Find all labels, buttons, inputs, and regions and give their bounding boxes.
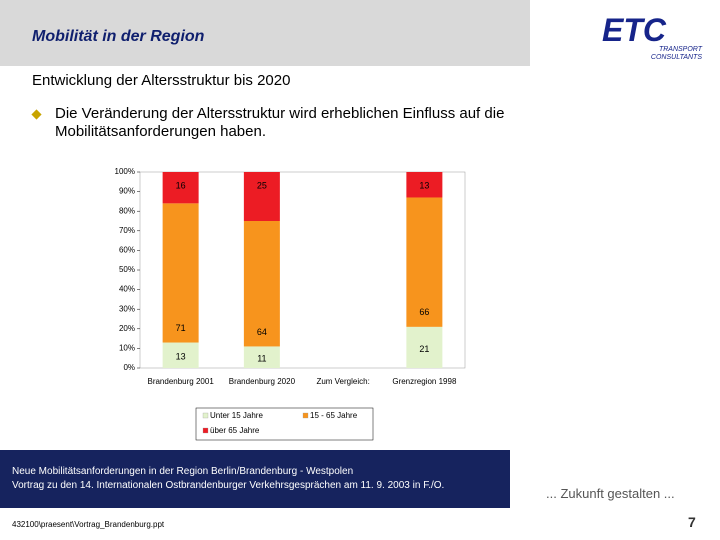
y-tick-label: 10% [119, 344, 135, 353]
legend-label: Unter 15 Jahre [210, 411, 263, 420]
logo-line: CONSULTANTS [650, 54, 702, 61]
data-label: 25 [257, 180, 267, 190]
legend-box [195, 407, 374, 441]
legend-label: 15 - 65 Jahre [310, 411, 358, 420]
logo-name: ETC [602, 12, 666, 48]
y-tick-label: 60% [119, 246, 135, 255]
data-label: 21 [419, 344, 429, 354]
bar-segment [406, 172, 443, 198]
x-tick-label: Brandenburg 2001 [147, 377, 214, 386]
bar-segment [243, 172, 280, 221]
logo: ETC TRANSPORT CONSULTANTS [602, 12, 702, 61]
legend-label: über 65 Jahre [210, 426, 260, 435]
data-label: 13 [419, 180, 429, 190]
legend-swatch [302, 412, 309, 419]
data-label: 71 [176, 323, 186, 333]
data-label: 11 [257, 354, 266, 364]
bar-segment [243, 221, 280, 347]
bar-segment [162, 342, 199, 368]
x-tick-label: Grenzregion 1998 [392, 377, 457, 386]
y-tick-label: 40% [119, 285, 135, 294]
x-tick-label: Brandenburg 2020 [228, 377, 296, 386]
footer-file: 432100\praesent\Vortrag_Brandenburg.ppt [12, 520, 165, 529]
bar-segment [162, 172, 199, 204]
y-tick-label: 90% [119, 187, 135, 196]
footer-line: Neue Mobilitätsanforderungen in der Regi… [12, 466, 354, 477]
bar-segment [406, 326, 443, 368]
bar-segment [243, 346, 280, 368]
legend-swatch [202, 427, 209, 434]
subtitle: Entwicklung der Altersstruktur bis 2020 [32, 72, 291, 89]
data-label: 13 [176, 352, 186, 362]
header-bar [0, 0, 530, 66]
data-label: 66 [419, 307, 429, 317]
y-tick-label: 50% [119, 265, 135, 274]
footer-line: Vortrag zu den 14. Internationalen Ostbr… [12, 480, 445, 491]
bullet-text: Die Veränderung der Altersstruktur wird … [55, 105, 505, 140]
y-tick-label: 100% [115, 167, 135, 176]
legend-swatch [202, 412, 209, 419]
data-label: 16 [176, 180, 186, 190]
bar-segment [406, 197, 443, 327]
y-tick-label: 30% [119, 304, 135, 313]
footer-motto: ... Zukunft gestalten ... [546, 486, 675, 501]
logo-line: TRANSPORT [658, 46, 702, 53]
data-label: 64 [257, 327, 267, 337]
y-tick-label: 70% [119, 226, 135, 235]
footer-bar [0, 450, 510, 508]
bar-segment [162, 203, 199, 343]
y-tick-label: 20% [119, 324, 135, 333]
page-number: 7 [688, 514, 696, 530]
y-tick-label: 80% [119, 206, 135, 215]
header-title: Mobilität in der Region [32, 28, 205, 45]
y-tick-label: 0% [123, 363, 135, 372]
x-tick-label: Zum Vergleich: [316, 377, 370, 386]
